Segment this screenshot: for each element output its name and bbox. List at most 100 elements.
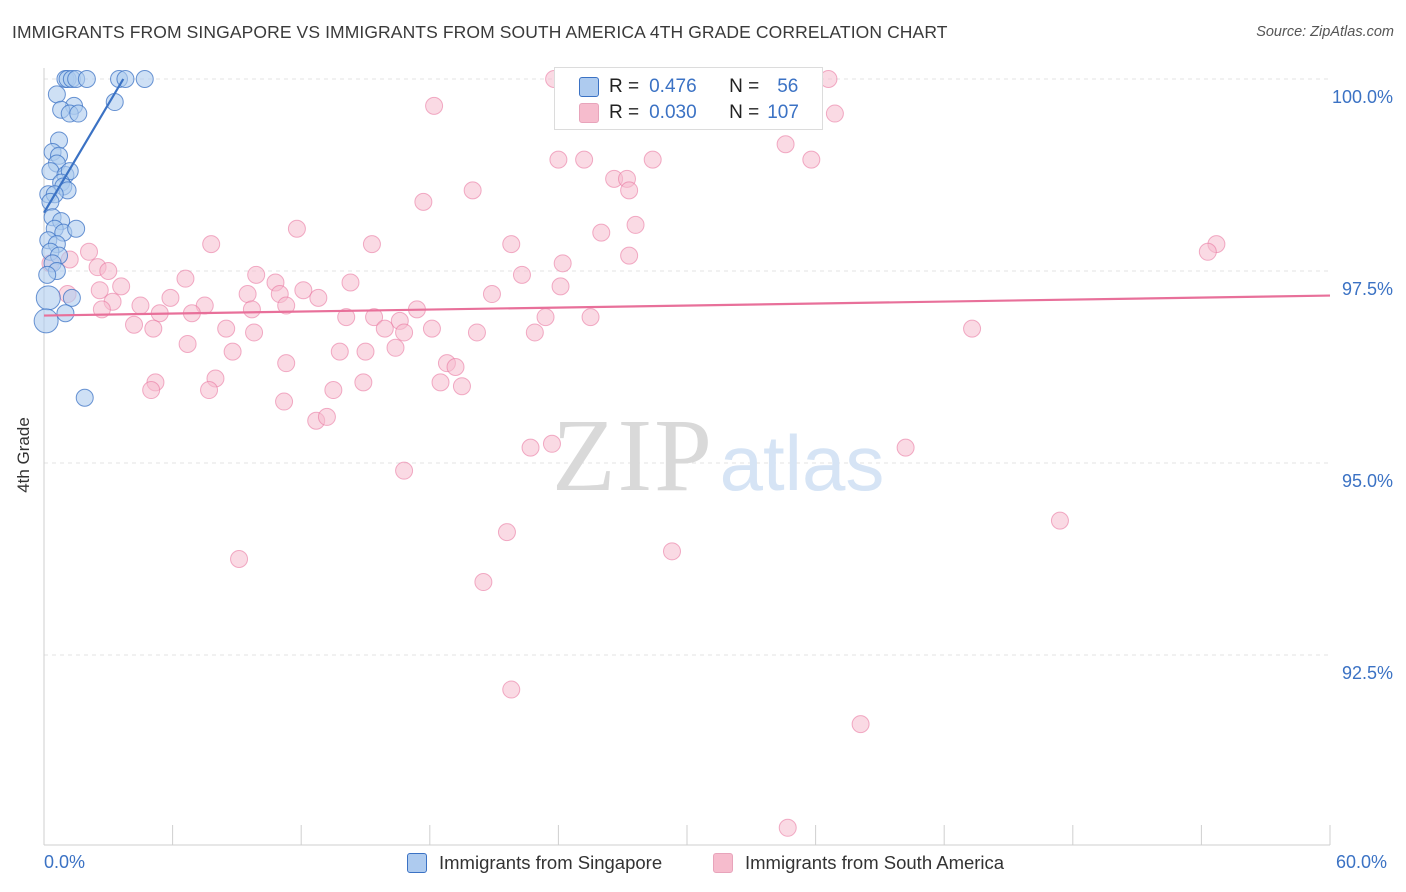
watermark: ZIP atlas [552,398,884,513]
data-point-south-america [294,281,313,300]
y-tick-labels: 92.5% 95.0% 97.5% 100.0% [1332,87,1393,683]
data-point-south-america [542,434,561,453]
gridlines [44,78,1330,656]
data-point-south-america [287,219,306,238]
data-point-south-america [963,319,982,338]
legend-n-label: N = [729,76,760,97]
data-point-south-america [502,235,521,254]
data-point-south-america [521,438,540,457]
legend-r-value: 0.476 [649,76,697,97]
data-point-south-america [337,308,356,327]
legend-r-value: 0.030 [649,102,697,123]
data-point-south-america [354,373,373,392]
source-label: Source: ZipAtlas.com [1256,24,1394,40]
data-point-south-america [395,461,414,480]
legend-item-south-america[interactable]: Immigrants from South America [713,852,1004,874]
data-point-south-america [414,192,433,211]
data-point-singapore [75,388,94,407]
singapore-points [33,70,154,407]
watermark-zip: ZIP [552,398,714,513]
data-point-south-america [375,319,394,338]
data-point-south-america [341,273,360,292]
data-point-singapore [135,70,154,88]
legend-r-label: R = [609,76,640,97]
data-point-south-america [422,319,441,338]
data-point-south-america [217,319,236,338]
x-tick-label-max: 60.0% [1336,852,1388,872]
data-point-singapore [62,288,81,307]
data-point-south-america [99,262,118,280]
data-point-singapore [67,219,86,238]
data-point-south-america [112,277,131,296]
data-point-south-america [275,392,294,411]
trend-line-singapore [43,78,125,214]
legend-n-label: N = [729,102,760,123]
legend-item-singapore[interactable]: Immigrants from Singapore [407,852,662,874]
data-point-singapore [47,85,66,104]
data-point-south-america [1050,511,1069,530]
y-axis-label: 4th Grade [14,417,33,493]
legend-swatch-south-america [579,103,599,123]
data-point-south-america [896,438,915,457]
data-point-south-america [362,235,381,254]
data-point-south-america [620,246,639,265]
data-point-south-america [125,315,144,334]
legend-swatch-singapore [407,853,427,873]
data-point-south-america [202,235,221,254]
x-tick-label-min: 0.0% [44,852,86,872]
data-point-south-america [365,308,384,327]
data-point-south-america [825,104,844,123]
legend-r-label: R = [609,102,640,123]
data-point-south-america [309,288,328,307]
data-point-south-america [131,296,150,315]
data-point-south-america [142,381,161,400]
data-point-south-america [230,550,249,568]
data-point-south-america [626,215,645,234]
data-point-south-america [643,150,662,169]
data-point-south-america [80,242,99,261]
data-point-south-america [144,319,163,338]
data-point-south-america [330,342,349,361]
stats-legend: R = 0.476 N = 56 R = 0.030 N = 107 [554,67,823,130]
trend-line-south-america [43,294,1331,317]
data-point-south-america [551,277,570,296]
data-point-south-america [446,358,465,376]
data-point-south-america [497,523,516,542]
data-point-south-america [662,542,681,561]
data-point-south-america [1198,242,1217,261]
data-point-south-america [536,308,555,327]
legend-row-singapore: R = 0.476 N = 56 [579,75,798,99]
data-point-south-america [592,223,611,242]
data-point-south-america [482,285,501,304]
data-point-south-america [317,407,336,426]
data-point-south-america [386,338,405,357]
series-legend: Immigrants from Singapore Immigrants fro… [0,852,1406,878]
data-point-south-america [200,381,219,400]
data-point-south-america [247,265,266,284]
data-point-south-america [431,373,450,392]
data-point-south-america [356,342,375,361]
data-point-south-america [553,254,572,273]
data-point-south-america [802,150,821,169]
y-tick-label: 92.5% [1342,663,1393,683]
data-point-south-america [178,334,197,353]
data-point-south-america [575,150,594,169]
data-point-south-america [90,281,109,300]
legend-label-south-america: Immigrants from South America [745,852,1005,873]
legend-label-singapore: Immigrants from Singapore [439,852,663,873]
data-point-singapore [35,285,61,311]
data-point-south-america [238,285,257,304]
legend-swatch-singapore [579,77,599,97]
data-point-south-america [463,181,482,200]
data-point-south-america [277,354,296,373]
data-point-south-america [223,342,242,361]
data-point-singapore [56,304,75,323]
data-point-south-america [452,377,471,396]
data-point-south-america [324,381,343,400]
data-point-south-america [474,573,493,592]
watermark-atlas: atlas [720,419,885,507]
legend-row-south-america: R = 0.030 N = 107 [579,101,799,125]
data-point-south-america [161,288,180,307]
legend-n-value: 56 [777,76,799,97]
trend-lines [43,78,1331,317]
